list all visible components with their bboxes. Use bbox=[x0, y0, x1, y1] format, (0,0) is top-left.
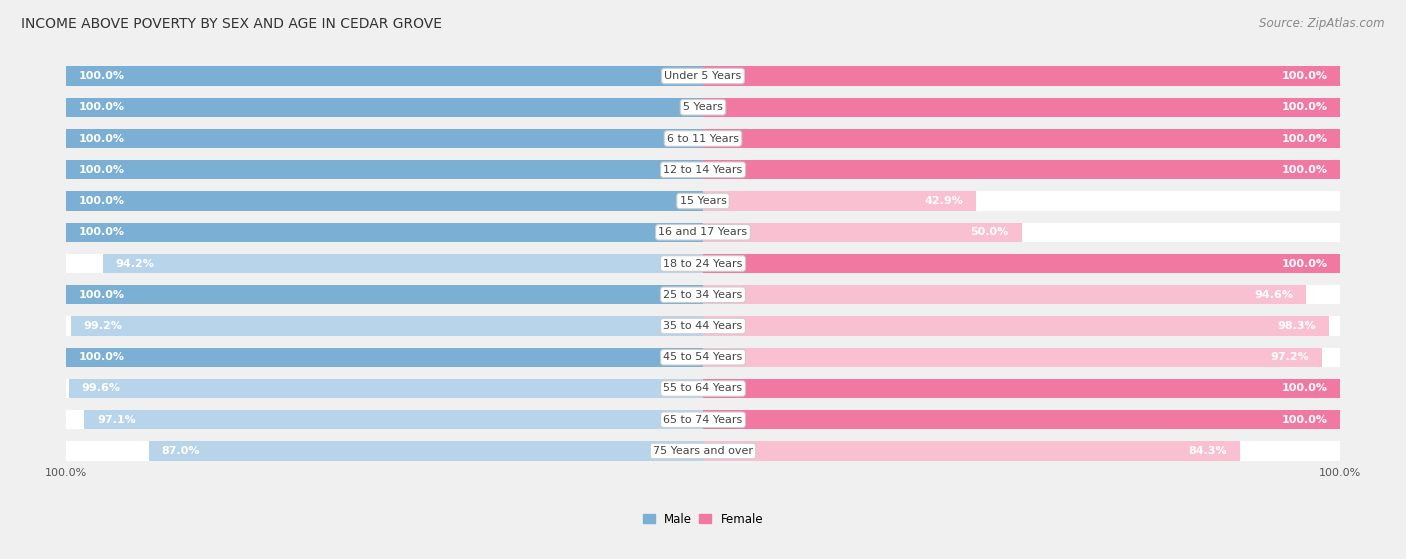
Bar bbox=[69, 379, 703, 398]
Text: 100.0%: 100.0% bbox=[79, 165, 125, 175]
Bar bbox=[66, 285, 703, 305]
Legend: Male, Female: Male, Female bbox=[643, 513, 763, 525]
Bar bbox=[66, 348, 703, 367]
Text: 100.0%: 100.0% bbox=[1281, 165, 1327, 175]
Bar bbox=[703, 316, 1329, 336]
Text: 100.0%: 100.0% bbox=[79, 196, 125, 206]
Text: 45 to 54 Years: 45 to 54 Years bbox=[664, 352, 742, 362]
Bar bbox=[703, 410, 1340, 429]
Bar bbox=[66, 67, 703, 86]
Text: 100.0%: 100.0% bbox=[1281, 102, 1327, 112]
Text: 87.0%: 87.0% bbox=[162, 446, 200, 456]
Bar bbox=[703, 129, 1340, 148]
Bar bbox=[66, 222, 1340, 242]
Text: 16 and 17 Years: 16 and 17 Years bbox=[658, 228, 748, 237]
Text: 100.0%: 100.0% bbox=[1281, 258, 1327, 268]
Bar bbox=[66, 129, 703, 148]
Text: Source: ZipAtlas.com: Source: ZipAtlas.com bbox=[1260, 17, 1385, 30]
Text: 6 to 11 Years: 6 to 11 Years bbox=[666, 134, 740, 144]
Text: 100.0%: 100.0% bbox=[1319, 468, 1361, 478]
Text: 100.0%: 100.0% bbox=[1281, 71, 1327, 81]
Text: 100.0%: 100.0% bbox=[1281, 134, 1327, 144]
Text: 100.0%: 100.0% bbox=[79, 228, 125, 237]
Text: 100.0%: 100.0% bbox=[1281, 383, 1327, 394]
Bar bbox=[66, 348, 1340, 367]
Bar bbox=[66, 379, 1340, 398]
Bar bbox=[103, 254, 703, 273]
Bar bbox=[66, 160, 1340, 179]
Bar bbox=[66, 441, 1340, 461]
Bar bbox=[66, 160, 703, 179]
Text: 15 Years: 15 Years bbox=[679, 196, 727, 206]
Text: 35 to 44 Years: 35 to 44 Years bbox=[664, 321, 742, 331]
Bar bbox=[703, 379, 1340, 398]
Text: 100.0%: 100.0% bbox=[79, 352, 125, 362]
Bar bbox=[72, 316, 703, 336]
Text: 99.2%: 99.2% bbox=[84, 321, 122, 331]
Text: INCOME ABOVE POVERTY BY SEX AND AGE IN CEDAR GROVE: INCOME ABOVE POVERTY BY SEX AND AGE IN C… bbox=[21, 17, 441, 31]
Bar bbox=[66, 98, 703, 117]
Bar bbox=[66, 129, 1340, 148]
Bar bbox=[66, 316, 1340, 336]
Text: 94.6%: 94.6% bbox=[1254, 290, 1294, 300]
Bar bbox=[66, 191, 1340, 211]
Bar bbox=[703, 222, 1022, 242]
Bar bbox=[703, 348, 1322, 367]
Text: 94.2%: 94.2% bbox=[115, 258, 155, 268]
Bar bbox=[703, 160, 1340, 179]
Text: 25 to 34 Years: 25 to 34 Years bbox=[664, 290, 742, 300]
Bar bbox=[703, 67, 1340, 86]
Text: 42.9%: 42.9% bbox=[925, 196, 963, 206]
Bar bbox=[66, 254, 1340, 273]
Text: 97.2%: 97.2% bbox=[1271, 352, 1309, 362]
Bar bbox=[66, 67, 1340, 86]
Text: 84.3%: 84.3% bbox=[1188, 446, 1227, 456]
Text: 75 Years and over: 75 Years and over bbox=[652, 446, 754, 456]
Text: 18 to 24 Years: 18 to 24 Years bbox=[664, 258, 742, 268]
Text: 99.6%: 99.6% bbox=[82, 383, 121, 394]
Text: 50.0%: 50.0% bbox=[970, 228, 1008, 237]
Text: 100.0%: 100.0% bbox=[79, 102, 125, 112]
Bar bbox=[66, 191, 703, 211]
Text: 100.0%: 100.0% bbox=[79, 290, 125, 300]
Text: 100.0%: 100.0% bbox=[79, 71, 125, 81]
Bar bbox=[703, 191, 976, 211]
Text: 100.0%: 100.0% bbox=[79, 134, 125, 144]
Text: 97.1%: 97.1% bbox=[97, 415, 136, 425]
Text: 12 to 14 Years: 12 to 14 Years bbox=[664, 165, 742, 175]
Bar bbox=[149, 441, 703, 461]
Bar bbox=[703, 285, 1306, 305]
Text: 100.0%: 100.0% bbox=[1281, 415, 1327, 425]
Bar bbox=[66, 222, 703, 242]
Bar bbox=[703, 98, 1340, 117]
Text: 55 to 64 Years: 55 to 64 Years bbox=[664, 383, 742, 394]
Bar bbox=[66, 98, 1340, 117]
Bar bbox=[703, 254, 1340, 273]
Text: 98.3%: 98.3% bbox=[1278, 321, 1316, 331]
Bar bbox=[84, 410, 703, 429]
Bar bbox=[66, 410, 1340, 429]
Text: 65 to 74 Years: 65 to 74 Years bbox=[664, 415, 742, 425]
Bar bbox=[703, 441, 1240, 461]
Text: Under 5 Years: Under 5 Years bbox=[665, 71, 741, 81]
Bar bbox=[66, 285, 1340, 305]
Text: 5 Years: 5 Years bbox=[683, 102, 723, 112]
Text: 100.0%: 100.0% bbox=[45, 468, 87, 478]
